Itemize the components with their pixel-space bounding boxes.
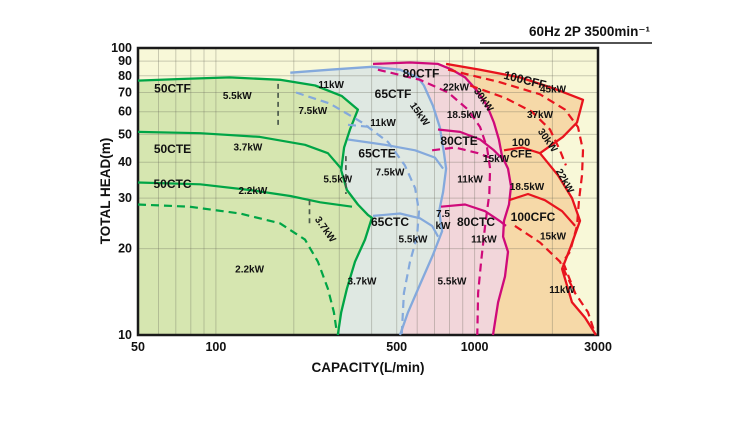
chart-label-2.2kw: 2.2kW <box>235 265 264 276</box>
chart-label-80ctc: 80CTC <box>457 215 495 229</box>
curve-80CT-dashed-1 <box>431 146 495 161</box>
x-axis-title: CAPACITY(L/min) <box>312 360 425 375</box>
y-tick-80: 80 <box>118 69 132 83</box>
plot-frame <box>136 46 600 337</box>
chart-label-18.5kw: 18.5kW <box>510 182 545 193</box>
chart-label-kw: kW <box>436 221 452 232</box>
curve-65CT-inner-0 <box>347 138 444 170</box>
chart-label-3.7kw: 3.7kW <box>233 142 262 153</box>
chart-label-65ctf: 65CTF <box>375 87 412 101</box>
chart-label-65cte: 65CTE <box>358 147 395 161</box>
curve-80CT-inner-1 <box>440 203 507 227</box>
chart-label-3.7kw: 3.7kW <box>348 277 377 288</box>
chart-label-18.5kw: 18.5kW <box>447 110 482 121</box>
y-tick-50: 50 <box>118 127 132 141</box>
chart-label-37kw: 37kW <box>527 110 554 121</box>
chart-label-7.5kw: 7.5kW <box>298 106 327 117</box>
x-tick-3000: 3000 <box>584 340 612 354</box>
curve-65CT-dashed-0 <box>295 91 421 336</box>
chart-label-cfe: CFE <box>510 149 532 161</box>
chart-label-5.5kw: 5.5kW <box>438 277 467 288</box>
y-tick-20: 20 <box>118 242 132 256</box>
x-tick-1000: 1000 <box>461 340 489 354</box>
chart-title: 60Hz 2P 3500min⁻¹ <box>529 24 650 39</box>
curve-65CT-inner-1 <box>372 212 440 238</box>
chart-label-100: 100 <box>512 137 530 149</box>
chart-label-7.5kw: 7.5kW <box>376 167 405 178</box>
envelope-50CT-fill <box>138 77 372 336</box>
chart-label-11kw: 11kW <box>549 285 575 296</box>
chart-label-80ctf: 80CTF <box>403 66 440 80</box>
curve-100CF-inner-0 <box>503 146 541 155</box>
x-tick-100: 100 <box>205 340 226 354</box>
chart-label-11kw: 11kW <box>471 235 497 246</box>
envelope-fills <box>138 62 596 336</box>
y-tick-10: 10 <box>118 328 132 342</box>
curve-80CT-inner-0 <box>437 128 502 159</box>
chart-label-5.5kw: 5.5kW <box>223 91 252 102</box>
chart-label-45kw: 45kW <box>540 85 567 96</box>
envelope-50CT-outline <box>137 76 374 336</box>
curve-80CT-dashed-0 <box>377 68 492 336</box>
grid-lines <box>138 48 598 335</box>
curve-50CT-dashed-0 <box>137 203 338 332</box>
chart-label-5.5kw: 5.5kW <box>323 175 352 186</box>
envelope-65CT-outline <box>290 65 448 336</box>
y-tick-70: 70 <box>118 86 132 100</box>
y-tick-30: 30 <box>118 191 132 205</box>
y-tick-60: 60 <box>118 105 132 119</box>
curve-100CF-inner-1 <box>508 192 576 227</box>
chart-label-50cte: 50CTE <box>154 142 191 156</box>
curve-100CF-dashed-1 <box>469 84 567 166</box>
curve-50CT-inner-1 <box>137 181 353 208</box>
x-tick-500: 500 <box>386 340 407 354</box>
y-tick-100: 100 <box>111 41 132 55</box>
chart-label-5.5kw: 5.5kW <box>399 235 428 246</box>
chart-label-50ctf: 50CTF <box>154 82 191 96</box>
x-tick-50: 50 <box>131 340 145 354</box>
chart-label-7.5: 7.5 <box>436 209 450 220</box>
chart-label-65ctc: 65CTC <box>371 215 409 229</box>
chart-label-2.2kw: 2.2kW <box>238 186 267 197</box>
envelope-100CF-outline <box>445 62 597 336</box>
chart-label-15kw: 15kW <box>483 154 510 165</box>
chart-label-50ctc: 50CTC <box>153 177 191 191</box>
curve-50CT-inner-0 <box>137 130 343 170</box>
y-axis-title: TOTAL HEAD(m) <box>98 138 113 245</box>
chart-label-11kw: 11kW <box>370 118 396 129</box>
chart-label-11kw: 11kW <box>457 175 483 186</box>
curve-100CF-dashed-0 <box>447 68 597 336</box>
chart-label-100cfc: 100CFC <box>511 210 556 224</box>
chart-label-15kw: 15kW <box>540 232 567 243</box>
y-tick-90: 90 <box>118 54 132 68</box>
envelope-curves <box>137 61 597 336</box>
plot-border <box>136 46 600 337</box>
y-tick-40: 40 <box>118 155 132 169</box>
chart-label-11kw: 11kW <box>318 80 344 91</box>
curve-65CT-dashed-1 <box>347 123 373 129</box>
chart-label-80cte: 80CTE <box>440 134 477 148</box>
chart-label-22kw: 22kW <box>443 83 470 94</box>
curve-100CF-dashed-2 <box>514 224 577 294</box>
